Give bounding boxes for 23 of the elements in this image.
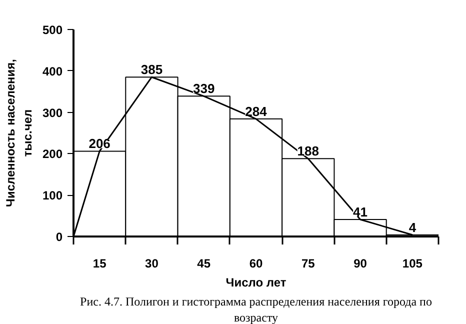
x-tick-label: 30 — [145, 256, 159, 270]
x-tick-label: 15 — [92, 256, 107, 270]
x-axis-title: Число лет — [226, 276, 286, 290]
x-tick-label: 105 — [402, 256, 423, 270]
text: Рис. 4.7. Полигон и гистограмма распределения населения города по возрасту — [80, 294, 432, 324]
data-label: 385 — [140, 62, 163, 78]
data-label: 206 — [88, 136, 110, 152]
x-tick-label: 60 — [249, 256, 263, 270]
y-tick-label: 300 — [42, 106, 63, 120]
data-label: 339 — [193, 81, 215, 96]
data-label: 4 — [408, 220, 417, 235]
data-label: 188 — [297, 144, 319, 159]
y-tick-label: 100 — [42, 188, 63, 203]
data-label: 284 — [245, 104, 268, 119]
data-label: 41 — [353, 204, 368, 220]
x-tick-label: 45 — [197, 256, 211, 270]
y-tick-label: 0 — [56, 230, 63, 244]
y-tick-label: 200 — [42, 147, 63, 162]
y-tick-label: 400 — [42, 64, 63, 78]
y-axis-title: Численность населения, тыс.чел — [4, 59, 34, 207]
x-tick-label: 90 — [354, 256, 368, 270]
x-tick-label: 75 — [301, 256, 316, 270]
y-tick-label: 500 — [42, 23, 63, 37]
